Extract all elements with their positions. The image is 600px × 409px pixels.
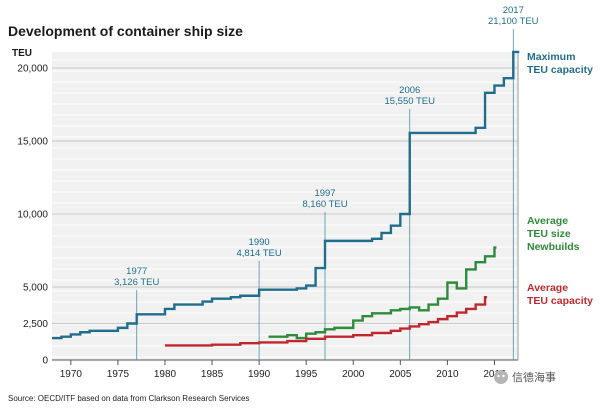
annotation-value: 8,160 TEU: [302, 199, 347, 210]
annotation-year: 1990: [249, 237, 270, 248]
x-tick-label: 1985: [201, 369, 224, 380]
series-label: Newbuilds: [527, 241, 580, 253]
series-label: TEU capacity: [527, 295, 593, 307]
series-line-0: [52, 50, 520, 340]
y-tick-label: 15,000: [17, 137, 48, 148]
y-tick-label: 5,000: [23, 283, 48, 294]
watermark: 信德海事: [494, 370, 556, 384]
x-tick-label: 1990: [248, 369, 271, 380]
series-line-2: [164, 296, 488, 347]
series-line-1: [268, 246, 497, 340]
x-tick-label: 1975: [107, 369, 130, 380]
watermark-text: 信德海事: [512, 370, 556, 384]
wechat-icon: [494, 370, 508, 384]
annotation-value: 4,814 TEU: [236, 248, 281, 259]
annotation-year: 2017: [503, 5, 524, 16]
plot-area: [52, 52, 518, 360]
wechat-icon-eye-left: [497, 374, 500, 378]
annotation-year: 1977: [126, 266, 147, 277]
plot-background: [52, 52, 518, 360]
series-lines: [52, 50, 520, 347]
annotation-year: 1997: [314, 188, 335, 199]
x-tick-label: 1995: [295, 369, 318, 380]
series-label: TEU size: [527, 228, 571, 240]
y-tick-label: 0: [42, 356, 48, 367]
y-tick-label: 2,500: [23, 319, 48, 330]
y-tick-label: 20,000: [17, 64, 48, 75]
y-tick-label: 10,000: [17, 210, 48, 221]
x-tick-label: 2000: [342, 369, 365, 380]
x-tick-label: 2005: [389, 369, 412, 380]
chart-title: Development of container ship size: [8, 23, 243, 39]
series-label: Average: [527, 215, 568, 227]
annotation-value: 21,100 TEU: [488, 16, 539, 27]
annotation-leaders: [136, 29, 514, 360]
annotation-year: 2006: [399, 85, 420, 96]
y-axis-unit: TEU: [12, 48, 32, 59]
source-note: Source: OECD/ITF based on data from Clar…: [8, 394, 249, 403]
x-tick-label: 1970: [60, 369, 83, 380]
series-label: Maximum: [527, 51, 575, 63]
x-tick-label: 2010: [436, 369, 459, 380]
x-tick-labels: 1970197519801985199019952000200520102015: [60, 369, 506, 380]
annotation-value: 15,550 TEU: [384, 96, 435, 107]
series-label: Average: [527, 282, 568, 294]
grid-lines: [52, 52, 519, 365]
wechat-icon-eye-right: [502, 374, 505, 378]
annotation-value: 3,126 TEU: [114, 277, 159, 288]
x-tick-label: 1980: [154, 369, 177, 380]
y-tick-labels: 0 2,500 5,000 10,000 15,000 20,000: [17, 64, 48, 367]
series-label: TEU capacity: [527, 64, 593, 76]
